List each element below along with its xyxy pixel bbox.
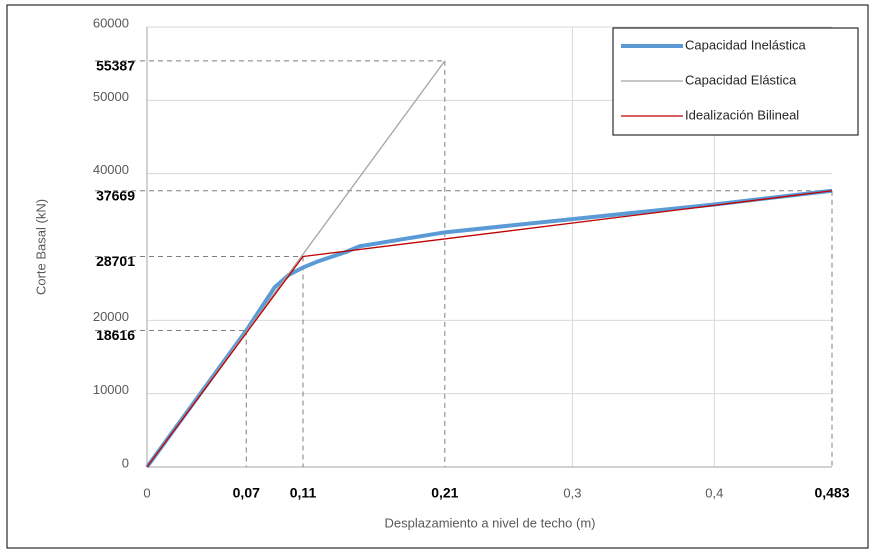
x-tick-label: 0,4 <box>705 485 723 500</box>
series-line <box>145 188 833 469</box>
x-tick-label: 0,3 <box>563 485 581 500</box>
x-axis-label: Desplazamiento a nivel de techo (m) <box>385 515 596 530</box>
y-ref-tick-label: 55387 <box>96 58 135 74</box>
x-tick-label: 0 <box>143 485 150 500</box>
x-ref-tick-label: 0,483 <box>814 485 849 501</box>
y-tick-label: 10000 <box>93 382 129 397</box>
x-ref-tick-label: 0,07 <box>233 485 260 501</box>
y-tick-label: 40000 <box>93 162 129 177</box>
series-line <box>146 190 833 468</box>
x-ref-tick-label: 0,21 <box>431 485 458 501</box>
y-tick-label: 20000 <box>93 309 129 324</box>
legend-label: Capacidad Inelástica <box>685 37 806 52</box>
y-tick-label: 50000 <box>93 89 129 104</box>
x-ref-tick-label: 0,11 <box>290 485 317 501</box>
legend-label: Capacidad Elástica <box>685 72 797 87</box>
legend-label: Idealización Bilineal <box>685 107 799 122</box>
y-axis-label: Corte Basal (kN) <box>33 199 48 295</box>
y-tick-label: 0 <box>122 455 129 470</box>
y-ref-tick-label: 37669 <box>96 187 135 203</box>
y-tick-label: 60000 <box>93 15 129 30</box>
y-ref-tick-label: 18616 <box>96 327 135 343</box>
y-ref-tick-label: 28701 <box>96 253 135 269</box>
